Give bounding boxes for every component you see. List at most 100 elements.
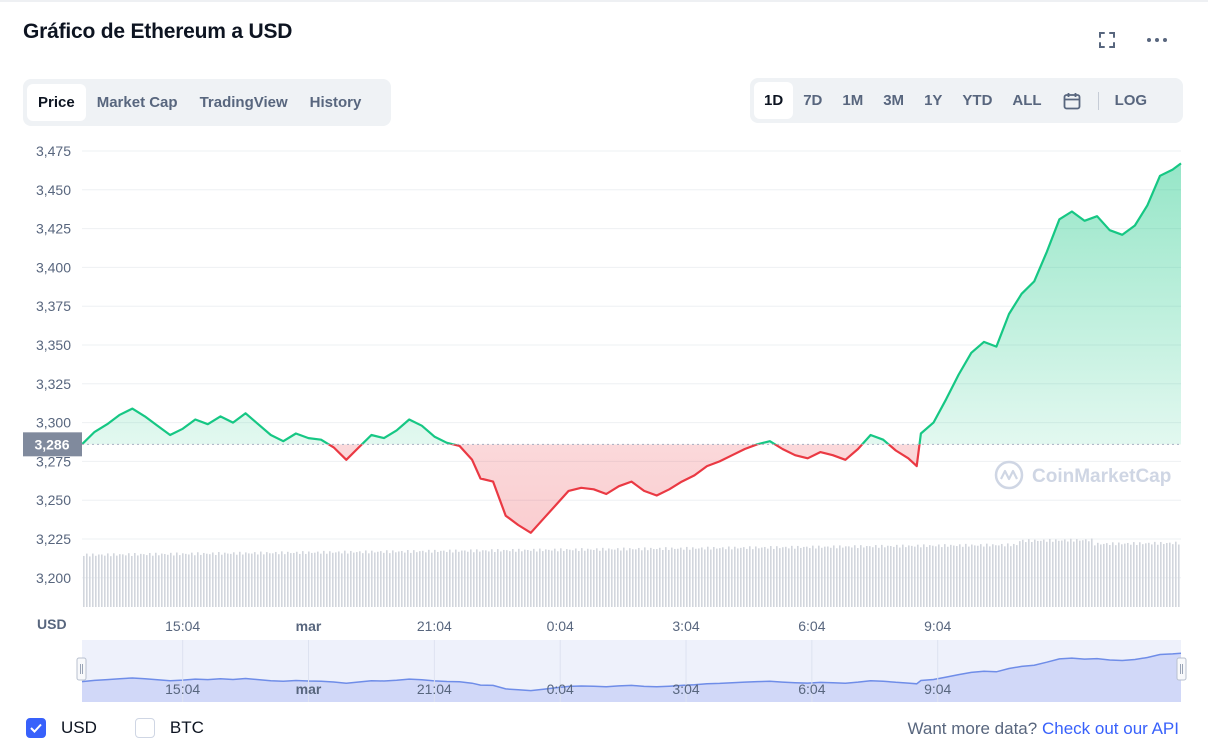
volume-bar	[164, 554, 166, 607]
volume-bars	[83, 538, 1180, 607]
volume-bar	[1178, 544, 1180, 607]
navigator-tick-label: 15:04	[165, 681, 200, 697]
volume-bar	[440, 550, 442, 607]
volume-bar	[419, 551, 421, 607]
volume-bar	[560, 548, 562, 607]
volume-bar	[788, 548, 790, 607]
x-tick-label: 21:04	[417, 618, 452, 634]
volume-bar	[101, 554, 103, 607]
volume-bar	[998, 545, 1000, 607]
volume-bar	[722, 547, 724, 607]
range-navigator: 15:04 mar 21:04 0:04 3:04 6:04 9:04	[76, 640, 1187, 702]
volume-bar	[533, 548, 535, 607]
tab-tradingview[interactable]: TradingView	[199, 94, 288, 111]
volume-bar	[758, 548, 760, 607]
more-icon[interactable]	[1145, 28, 1169, 52]
volume-bar	[215, 554, 217, 607]
volume-bar	[776, 546, 778, 607]
volume-bar	[365, 550, 367, 607]
volume-bar	[446, 552, 448, 607]
fullscreen-icon[interactable]	[1095, 28, 1119, 52]
y-axis-unit: USD	[37, 616, 67, 632]
volume-bar	[329, 551, 331, 607]
volume-bar	[359, 551, 361, 607]
tab-market-cap[interactable]: Market Cap	[96, 94, 178, 111]
volume-bar	[146, 555, 148, 607]
volume-bar	[284, 554, 286, 607]
volume-bar	[992, 544, 994, 607]
volume-bar	[383, 552, 385, 607]
range-1d[interactable]: 1D	[754, 82, 794, 119]
volume-bar	[458, 551, 460, 607]
navigator-handle-left[interactable]	[76, 657, 87, 681]
volume-bar	[257, 554, 259, 607]
volume-bar	[617, 548, 619, 607]
volume-bar	[761, 547, 763, 607]
volume-bar	[218, 552, 220, 607]
volume-bar	[260, 551, 262, 607]
range-1m[interactable]: 1M	[842, 92, 864, 109]
usd-checkbox[interactable]	[26, 718, 46, 738]
tab-history[interactable]: History	[309, 94, 362, 111]
volume-bar	[968, 546, 970, 607]
volume-bar	[407, 550, 409, 607]
volume-bar	[635, 549, 637, 607]
volume-bar	[491, 549, 493, 607]
volume-bar	[917, 544, 919, 607]
volume-bar	[341, 553, 343, 607]
volume-bar	[752, 549, 754, 607]
volume-bar	[347, 553, 349, 607]
volume-bar	[656, 549, 658, 607]
range-3m[interactable]: 3M	[883, 92, 905, 109]
volume-bar	[1040, 540, 1042, 607]
volume-bar	[659, 547, 661, 607]
volume-bar	[125, 555, 127, 607]
btc-checkbox[interactable]	[134, 718, 155, 738]
volume-bar	[425, 552, 427, 607]
volume-bar	[935, 546, 937, 607]
volume-bar	[827, 546, 829, 607]
volume-bar	[368, 553, 370, 607]
range-divider	[1097, 91, 1099, 110]
range-all[interactable]: ALL	[1012, 92, 1042, 109]
volume-bar	[506, 550, 508, 607]
volume-bar	[236, 554, 238, 607]
volume-bar	[98, 554, 100, 607]
volume-bar	[1115, 545, 1117, 607]
volume-bar	[695, 548, 697, 607]
volume-bar	[1079, 540, 1081, 607]
range-7d[interactable]: 7D	[803, 92, 823, 109]
volume-bar	[839, 545, 841, 607]
calendar-icon[interactable]	[1052, 82, 1092, 119]
y-tick-label: 3,250	[36, 492, 71, 508]
volume-bar	[662, 550, 664, 607]
baseline: 3,286	[23, 432, 1181, 457]
volume-bar	[302, 551, 304, 607]
volume-bar	[800, 547, 802, 607]
volume-bar	[833, 545, 835, 607]
volume-bar	[1148, 542, 1150, 607]
volume-bar	[92, 553, 94, 607]
volume-bar	[1061, 540, 1063, 607]
tab-price[interactable]: Price	[27, 84, 86, 121]
volume-bar	[122, 554, 124, 607]
volume-bar	[107, 553, 109, 607]
volume-bar	[371, 550, 373, 607]
price-line-down	[82, 444, 921, 534]
api-link[interactable]: Check out our API	[1041, 719, 1179, 738]
log-toggle[interactable]: LOG	[1114, 92, 1148, 109]
navigator-handle-right[interactable]	[1176, 657, 1187, 681]
navigator-line	[81, 652, 1182, 692]
volume-bar	[455, 549, 457, 607]
range-1y[interactable]: 1Y	[924, 92, 943, 109]
volume-bar	[944, 544, 946, 607]
volume-bar	[449, 549, 451, 607]
volume-bar	[824, 546, 826, 607]
price-area-up	[82, 163, 1181, 445]
volume-bar	[155, 552, 157, 607]
volume-bar	[878, 547, 880, 607]
volume-bar	[452, 552, 454, 607]
volume-bar	[545, 549, 547, 607]
range-ytd[interactable]: YTD	[962, 92, 993, 109]
volume-bar	[542, 551, 544, 607]
